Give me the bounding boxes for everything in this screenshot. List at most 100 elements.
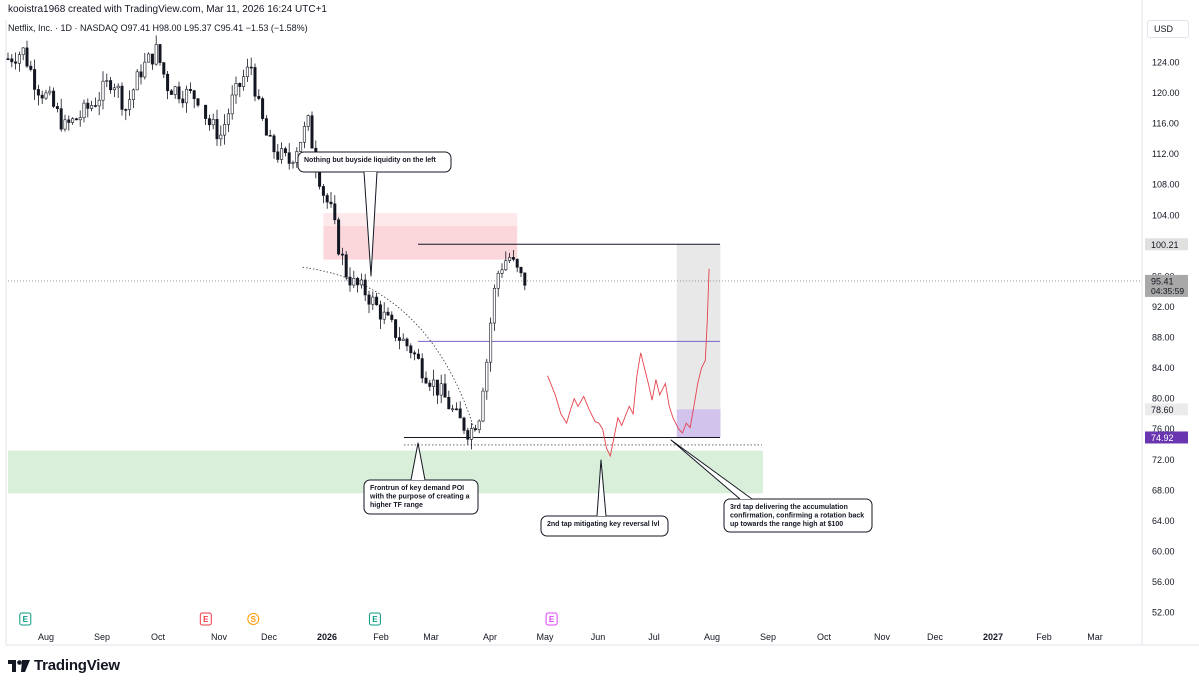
symbol-info: Netflix, Inc. · 1D · NASDAQ O97.41 H98.0… (8, 23, 308, 33)
candle-body (74, 118, 78, 121)
time-tick-label: Oct (151, 632, 166, 642)
candle (466, 427, 470, 445)
candle (337, 217, 341, 256)
earnings-marker-icon (199, 612, 212, 626)
candle (306, 114, 310, 131)
candle-body (420, 358, 424, 379)
candle-body (55, 106, 59, 109)
candle-body (71, 118, 75, 123)
candle-body (101, 80, 105, 101)
candle (500, 263, 504, 278)
candle (439, 374, 443, 404)
event-marker: S (247, 613, 260, 625)
candle (447, 390, 451, 410)
candle-body (363, 279, 367, 296)
candle-body (496, 272, 500, 289)
price-tick-label: 60.00 (1152, 546, 1175, 556)
candle-body (272, 135, 276, 153)
candle (424, 371, 428, 385)
annotation-second-tap: 2nd tap mitigating key reversal lvl (540, 459, 669, 537)
candle-body (515, 259, 519, 268)
candle (63, 114, 67, 132)
time-tick-label: Sep (760, 632, 776, 642)
candle (25, 40, 29, 68)
candle (143, 52, 147, 80)
candle-body (150, 53, 154, 65)
candle-body (397, 337, 401, 341)
candle-body (287, 152, 291, 164)
candle-body (386, 311, 390, 316)
candle (55, 102, 59, 113)
candle-body (458, 408, 462, 419)
time-tick-label: Nov (211, 632, 228, 642)
candle-body (196, 98, 200, 106)
candle-body (439, 383, 443, 396)
candle (268, 129, 272, 137)
candle (211, 113, 215, 130)
candle (226, 108, 230, 132)
candle (86, 98, 90, 118)
candle-body (109, 80, 113, 91)
candle (105, 73, 109, 88)
candle (390, 311, 394, 323)
candle-body (337, 219, 341, 255)
candle-body (435, 379, 439, 396)
candle (238, 82, 242, 98)
candles-layer (6, 35, 527, 450)
candle-body (443, 383, 447, 398)
accumulation-box (676, 409, 721, 438)
candle-body (477, 420, 481, 431)
candle (435, 379, 439, 405)
candle (29, 60, 33, 72)
tradingview-logo[interactable]: TradingView (8, 656, 120, 674)
candle-body (21, 47, 25, 56)
currency-button[interactable]: USD (1147, 20, 1189, 38)
time-tick-label: Dec (927, 632, 944, 642)
candle-body (504, 260, 508, 271)
candle (59, 98, 63, 132)
price-tick-label: 80.00 (1152, 394, 1175, 404)
candle (17, 51, 21, 72)
candle (93, 97, 97, 108)
candle-body (359, 279, 363, 286)
time-tick-label: 2026 (317, 632, 337, 642)
price-tick-label: 76.00 (1152, 424, 1175, 434)
candle-body (283, 148, 287, 154)
candle-body (135, 71, 139, 91)
candle-body (409, 345, 413, 354)
event-marker: E (199, 612, 212, 626)
candle-body (40, 94, 44, 99)
time-tick-label: Nov (874, 632, 891, 642)
candle-body (473, 428, 477, 431)
candle-body (371, 296, 375, 305)
range-low-axis-label: 74.92 (1151, 433, 1174, 443)
candle (420, 353, 424, 383)
time-tick-label: Feb (373, 632, 389, 642)
event-marker-letter: E (203, 615, 209, 624)
candle-body (10, 58, 14, 63)
candle-body (173, 86, 177, 95)
candle (230, 85, 234, 120)
candle (413, 350, 417, 361)
candle-body (394, 319, 398, 338)
annotation-frontrun: Frontrun of key demand POI with the purpo… (363, 442, 479, 515)
candle-body (181, 98, 185, 104)
annotation-frontrun-pointer (410, 442, 426, 481)
candle (523, 272, 527, 291)
candle (458, 401, 462, 419)
candle-body (185, 88, 189, 104)
candle (204, 104, 208, 126)
candle (280, 142, 284, 164)
candle (363, 274, 367, 302)
candle-body (158, 44, 162, 63)
candle (10, 54, 14, 68)
candle (344, 251, 348, 281)
candle-body (249, 66, 253, 69)
candle-body (352, 277, 356, 286)
candle-body (432, 379, 436, 387)
candle (162, 61, 166, 78)
price-tick-label: 120.00 (1152, 88, 1180, 98)
candle-body (14, 61, 18, 64)
candle-body (211, 119, 215, 126)
